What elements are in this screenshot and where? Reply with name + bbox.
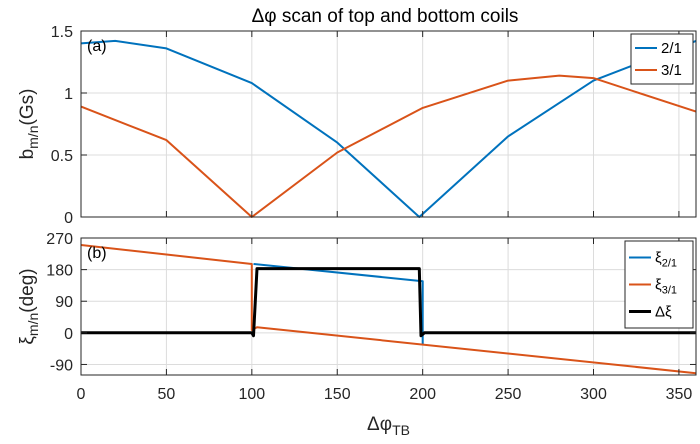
y-tick-label: 1 [64, 86, 73, 103]
grid [80, 237, 696, 375]
x-tick-label: 300 [580, 386, 607, 403]
y-axis-label: ξm/n(deg) [17, 268, 41, 344]
panel-label: (b) [87, 245, 107, 262]
legend-box [630, 33, 694, 85]
x-axis-label: ΔφTB [367, 414, 410, 438]
axes-frame [80, 30, 697, 218]
series-line-21-0 [80, 39, 697, 218]
chart-title: Δφ scan of top and bottom coils [252, 6, 519, 27]
x-tick-label: 200 [409, 386, 436, 403]
legend-entry: ξ3/1 [655, 277, 677, 297]
y-tick-label: 1.5 [51, 24, 73, 41]
x-tick-label: 350 [666, 386, 693, 403]
series-line-31-1 [80, 244, 697, 375]
y-tick-label: 0 [64, 210, 73, 227]
series-line-31-1 [80, 74, 697, 218]
legend-entry: ξ2/1 [655, 250, 677, 270]
y-tick-label: 270 [46, 231, 73, 248]
y-tick-label: 0.5 [51, 148, 73, 165]
y-tick-label: 0 [64, 326, 73, 343]
y-axis-label: bm/n(Gs) [17, 89, 41, 160]
panel-b: 0 50 100 150 200 250 300 350-90090180270(b)ξm/n… [17, 231, 697, 438]
legend-entry: Δξ [655, 304, 672, 321]
panel-a: 00.511.5(a)bm/n(Gs)2/13/1 [17, 24, 697, 227]
y-tick-label: -90 [50, 357, 73, 374]
x-tick-label: 100 [238, 386, 265, 403]
y-tick-label: 90 [55, 294, 73, 311]
x-tick-label: 0 [77, 386, 86, 403]
y-tick-label: 180 [46, 263, 73, 280]
axes-frame [80, 237, 697, 376]
legend: 2/13/1 [630, 33, 694, 85]
legend-entry: 3/1 [661, 62, 682, 79]
series-line--2 [81, 267, 696, 338]
legend-entry: 2/1 [661, 40, 682, 57]
x-tick-label: 50 [158, 386, 176, 403]
x-tick-label: 250 [495, 386, 522, 403]
x-tick-label: 150 [324, 386, 351, 403]
legend: ξ2/1 ξ3/1 Δξ [624, 240, 694, 329]
panel-label: (a) [87, 38, 107, 55]
